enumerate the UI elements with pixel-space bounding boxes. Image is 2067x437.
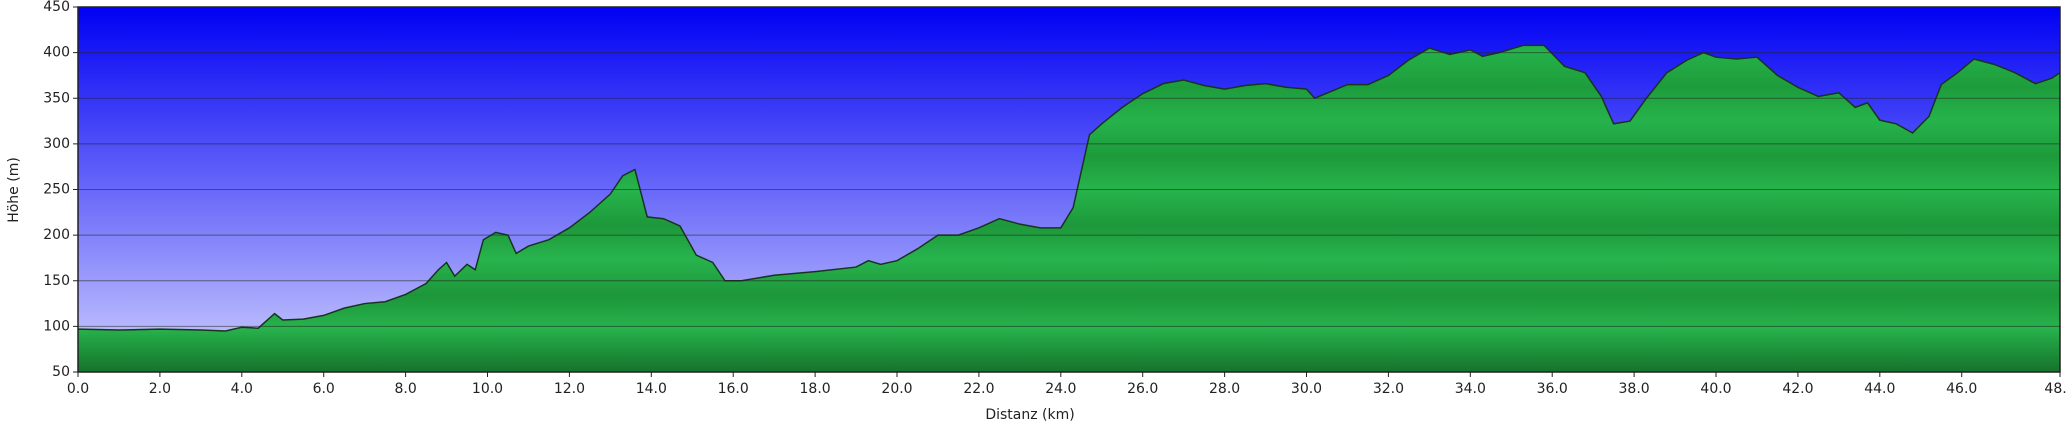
y-tick-label: 100 xyxy=(43,318,70,334)
x-tick-label: 38.0 xyxy=(1619,381,1650,397)
x-tick-label: 40.0 xyxy=(1700,381,1731,397)
x-tick-label: 2.0 xyxy=(149,381,171,397)
elevation-line xyxy=(77,44,2061,332)
y-tick-label: 300 xyxy=(43,136,70,152)
y-tick-label: 350 xyxy=(43,90,70,106)
y-tick-label: 450 xyxy=(43,0,70,15)
x-tick-label: 30.0 xyxy=(1291,381,1322,397)
x-tick-label: 42.0 xyxy=(1782,381,1813,397)
y-tick-label: 50 xyxy=(52,364,70,380)
x-tick-label: 16.0 xyxy=(718,381,749,397)
x-tick-label: 8.0 xyxy=(394,381,416,397)
plot-frame xyxy=(77,6,2061,373)
x-tick-label: 0.0 xyxy=(67,381,89,397)
y-tick-label: 250 xyxy=(43,182,70,198)
y-tick-label: 200 xyxy=(43,227,70,243)
y-tick-label: 150 xyxy=(43,273,70,289)
x-tick-label: 10.0 xyxy=(472,381,503,397)
x-tick-label: 4.0 xyxy=(231,381,253,397)
x-axis-label: Distanz (km) xyxy=(985,407,1074,423)
x-tick-label: 32.0 xyxy=(1373,381,1404,397)
elevation-area xyxy=(78,45,2060,372)
x-tick-label: 22.0 xyxy=(963,381,994,397)
x-tick-label: 6.0 xyxy=(313,381,335,397)
x-tick-label: 24.0 xyxy=(1045,381,1076,397)
x-tick-label: 28.0 xyxy=(1209,381,1240,397)
x-tick-label: 48.4 xyxy=(2044,381,2067,397)
x-tick-label: 26.0 xyxy=(1127,381,1158,397)
x-tick-label: 46.0 xyxy=(1946,381,1977,397)
x-tick-label: 20.0 xyxy=(881,381,912,397)
x-tick-label: 12.0 xyxy=(554,381,585,397)
x-tick-label: 18.0 xyxy=(800,381,831,397)
x-tick-label: 34.0 xyxy=(1455,381,1486,397)
y-axis-label: Höhe (m) xyxy=(6,157,22,223)
y-tick-label: 400 xyxy=(43,45,70,61)
x-tick-label: 44.0 xyxy=(1864,381,1895,397)
x-tick-label: 36.0 xyxy=(1537,381,1568,397)
x-tick-label: 14.0 xyxy=(636,381,667,397)
